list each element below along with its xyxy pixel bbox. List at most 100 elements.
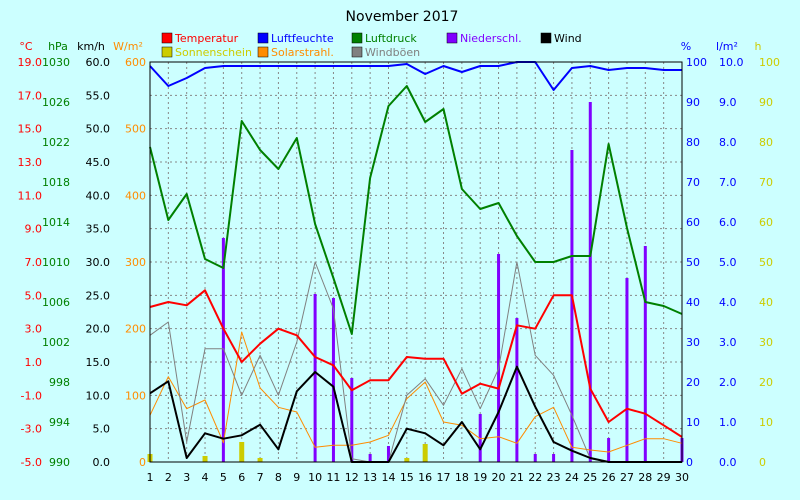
niederschl-bar: [570, 150, 574, 462]
pressure-tick-label: 1006: [42, 296, 70, 309]
humidity-tick-label: 30: [686, 336, 700, 349]
x-tick-label: 21: [510, 471, 524, 484]
x-tick-label: 15: [400, 471, 414, 484]
precip-tick-label: 5.0: [719, 256, 737, 269]
legend-label: Windböen: [365, 46, 420, 59]
x-tick-label: 18: [455, 471, 469, 484]
x-tick-label: 14: [381, 471, 395, 484]
niederschl-bar: [386, 446, 390, 462]
precip-tick-label: 6.0: [719, 216, 737, 229]
legend-label: Temperatur: [174, 32, 239, 45]
radiation-tick-label: 100: [125, 389, 146, 402]
precip-tick-label: 1.0: [719, 416, 737, 429]
legend-label: Wind: [554, 32, 582, 45]
niederschl-bar: [478, 414, 482, 462]
pressure-tick-label: 1014: [42, 216, 70, 229]
x-tick-label: 27: [620, 471, 634, 484]
sunshine-tick-label: 70: [759, 176, 773, 189]
niederschl-bar: [625, 278, 629, 462]
humidity-tick-label: 100: [686, 56, 707, 69]
luftdruck-line: [149, 85, 683, 335]
wind-tick-label: 0.0: [93, 456, 111, 469]
temp-tick-label: 11.0: [18, 189, 43, 202]
precip-tick-label: 0.0: [719, 456, 737, 469]
wind-tick-label: 5.0: [93, 423, 111, 436]
legend-swatch: [351, 46, 363, 58]
niederschl-bar: [533, 454, 537, 462]
sunshine-tick-label: 10: [759, 416, 773, 429]
sunshine-tick-label: 90: [759, 96, 773, 109]
line-marks: [149, 61, 683, 463]
precip-axis-label: l/m²: [716, 40, 738, 53]
solarstrahl-line: [149, 331, 683, 453]
axis-headers: °C hPa km/h W/m²% l/m² h: [19, 40, 761, 53]
pressure-tick-label: 990: [49, 456, 70, 469]
pressure-tick-label: 1030: [42, 56, 70, 69]
sonnenschein-bar: [202, 456, 208, 462]
wind-tick-label: 40.0: [86, 189, 111, 202]
temp-tick-label: 13.0: [18, 156, 43, 169]
x-tick-label: 11: [326, 471, 340, 484]
temp-tick-label: 19.0: [18, 56, 43, 69]
pressure-tick-label: 998: [49, 376, 70, 389]
sonnenschein-bar: [404, 458, 410, 462]
sunshine-tick-label: 0: [759, 456, 766, 469]
radiation-axis-label: W/m²: [113, 40, 143, 53]
chart-legend: Temperatur Luftfeuchte Luftdruck Niederschl…: [161, 32, 582, 59]
x-tick-label: 23: [547, 471, 561, 484]
legend-swatch: [161, 46, 173, 58]
legend-label: Solarstrahl.: [271, 46, 334, 59]
humidity-tick-label: 0: [686, 456, 693, 469]
precip-tick-label: 3.0: [719, 336, 737, 349]
pressure-axis-label: hPa: [48, 40, 68, 53]
wind-tick-label: 45.0: [86, 156, 111, 169]
x-tick-label: 1: [147, 471, 154, 484]
x-tick-label: 13: [363, 471, 377, 484]
legend-label: Niederschl.: [460, 32, 522, 45]
sunshine-axis-label: h: [755, 40, 762, 53]
niederschl-bar: [350, 378, 354, 462]
temp-tick-label: -1.0: [21, 389, 42, 402]
temp-tick-label: -5.0: [21, 456, 42, 469]
humidity-tick-label: 20: [686, 376, 700, 389]
wind-tick-label: 35.0: [86, 223, 111, 236]
x-tick-label: 9: [293, 471, 300, 484]
niederschl-bar: [607, 438, 611, 462]
legend-label: Luftfeuchte: [271, 32, 334, 45]
legend-swatch: [540, 32, 552, 44]
radiation-tick-label: 300: [125, 256, 146, 269]
x-tick-label: 4: [202, 471, 209, 484]
sunshine-tick-label: 80: [759, 136, 773, 149]
temp-tick-label: 9.0: [25, 223, 43, 236]
temperatur-line: [149, 289, 683, 438]
niederschl-bar: [643, 246, 647, 462]
pressure-tick-label: 1002: [42, 336, 70, 349]
x-tick-label: 17: [437, 471, 451, 484]
legend-swatch: [351, 32, 363, 44]
sonnenschein-bar: [422, 444, 428, 462]
humidity-tick-label: 60: [686, 216, 700, 229]
wind-tick-label: 10.0: [86, 389, 111, 402]
radiation-tick-label: 200: [125, 323, 146, 336]
precip-tick-label: 8.0: [719, 136, 737, 149]
x-tick-label: 7: [257, 471, 264, 484]
niederschl-bar: [497, 254, 501, 462]
niederschl-bar: [368, 454, 372, 462]
temp-tick-label: 3.0: [25, 323, 43, 336]
luftfeuchte-line: [149, 61, 682, 91]
humidity-axis-label: %: [681, 40, 691, 53]
wind-tick-label: 60.0: [86, 56, 111, 69]
x-tick-label: 8: [275, 471, 282, 484]
temp-axis-label: °C: [19, 40, 33, 53]
legend-swatch: [257, 32, 269, 44]
niederschl-bar: [552, 454, 556, 462]
wind-tick-label: 20.0: [86, 323, 111, 336]
wind-axis-label: km/h: [77, 40, 105, 53]
niederschl-bar: [331, 298, 335, 462]
x-tick-label: 22: [528, 471, 542, 484]
humidity-tick-label: 50: [686, 256, 700, 269]
temp-tick-label: 1.0: [25, 356, 43, 369]
humidity-tick-label: 90: [686, 96, 700, 109]
niederschl-bar: [515, 318, 519, 462]
